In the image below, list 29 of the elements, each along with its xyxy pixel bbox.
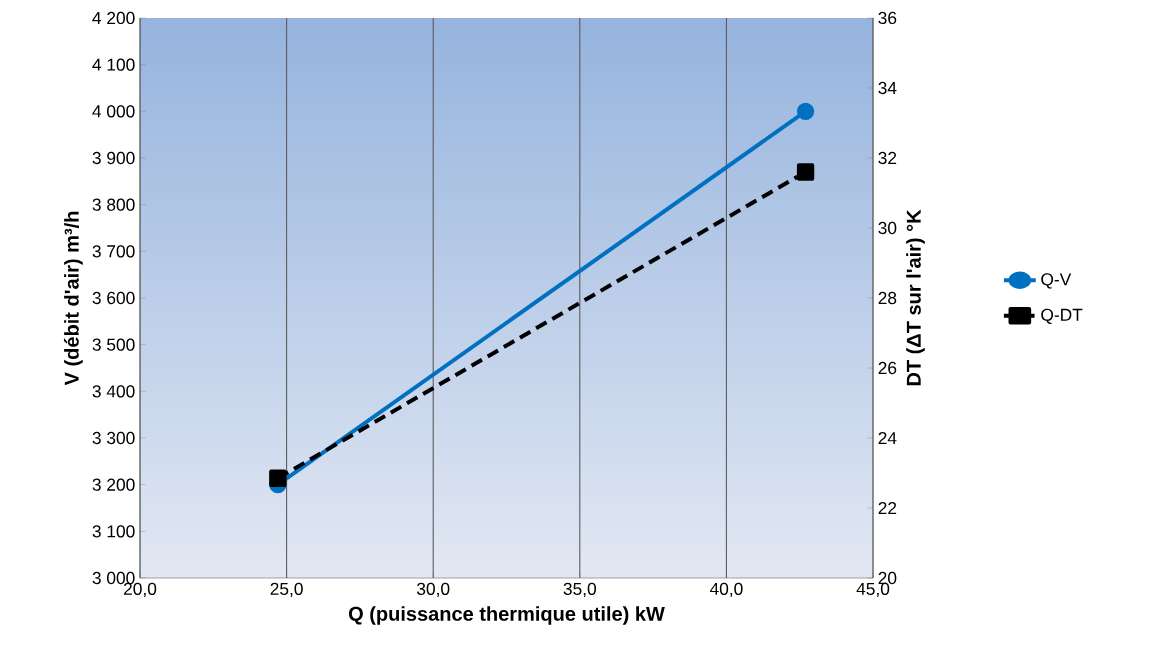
- y-tick-label: 3 100: [92, 525, 135, 538]
- y-tick-label: 4 200: [92, 11, 135, 25]
- legend-label: Q-V: [1041, 273, 1072, 289]
- x-tick-label: 35,0: [563, 582, 596, 598]
- y-tick-label: 3 700: [92, 245, 135, 258]
- y-tick-label: 3 900: [92, 151, 135, 165]
- y-tick-label: 3 300: [92, 431, 135, 445]
- y2-tick-label: 30: [878, 221, 897, 235]
- y-tick-label: 3 400: [92, 385, 135, 398]
- y2-tick-label: 22: [878, 501, 897, 515]
- y-tick-label: 3 600: [92, 291, 135, 305]
- y2-tick-label: 28: [878, 291, 897, 305]
- x-tick-label: 40,0: [709, 582, 743, 598]
- y2-tick-label: 26: [878, 361, 897, 375]
- y-tick-label: 3 200: [92, 478, 135, 491]
- legend-label: Q-DT: [1041, 308, 1083, 325]
- y-tick-label: 3 500: [92, 338, 135, 351]
- y-tick-label: 4 100: [92, 58, 135, 71]
- y2-tick-label: 36: [878, 11, 897, 25]
- y2-tick-label: 34: [878, 81, 897, 95]
- x-tick-label: 25,0: [270, 582, 303, 598]
- y-tick-label: 3 800: [92, 198, 135, 211]
- y2-axis-title: DT (ΔT sur l'air) °K: [906, 209, 925, 386]
- y-tick-label: 4 000: [92, 105, 135, 118]
- y-axis-title: V (débit d'air) m³/h: [63, 211, 83, 386]
- y2-tick-label: 24: [878, 431, 897, 445]
- x-axis-title: Q (puissance thermique utile) kW: [348, 606, 665, 625]
- x-tick-label: 30,0: [417, 582, 450, 598]
- y2-tick-label: 32: [878, 151, 897, 165]
